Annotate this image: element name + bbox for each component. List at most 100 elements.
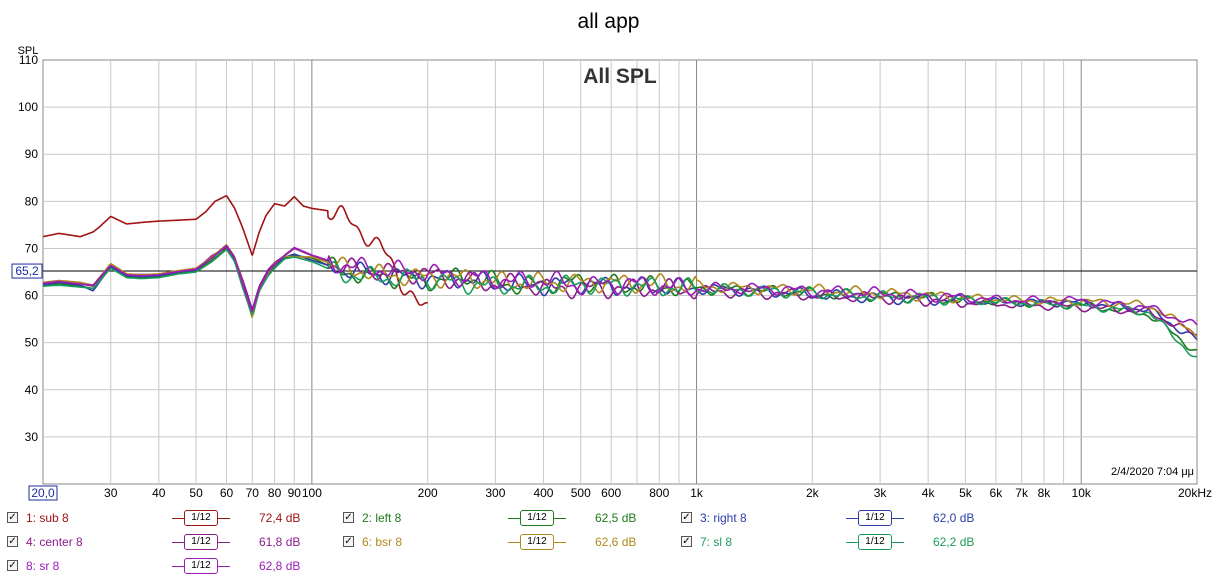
x-tick-label: 6k bbox=[990, 486, 1004, 500]
timestamp: 2/4/2020 7:04 μμ bbox=[1111, 466, 1194, 478]
x-tick-label: 30 bbox=[104, 486, 118, 500]
legend-checkbox[interactable]: ✓ bbox=[7, 560, 18, 571]
grid bbox=[43, 60, 1197, 484]
y-tick-label: 80 bbox=[25, 194, 39, 208]
legend-series-name: 8: sr 8 bbox=[26, 559, 60, 573]
x-tick-label: 200 bbox=[418, 486, 438, 500]
legend-line-swatch bbox=[892, 518, 904, 519]
legend-smoothing-label: 1/12 bbox=[520, 510, 554, 526]
y-tick-label: 90 bbox=[25, 147, 39, 161]
legend: ✓ 1: sub 8 1/12 72,4 dB ✓ 2: left 8 1/12 62,5 d… bbox=[0, 508, 1217, 580]
legend-line-swatch bbox=[892, 542, 904, 543]
x-tick-label: 600 bbox=[601, 486, 621, 500]
plot-area[interactable] bbox=[42, 59, 1198, 485]
x-tick-label: 70 bbox=[246, 486, 260, 500]
legend-smoothing-button[interactable]: 1/12 bbox=[172, 510, 232, 526]
legend-smoothing-label: 1/12 bbox=[184, 534, 218, 550]
legend-level-value: 62,5 dB bbox=[595, 511, 637, 525]
legend-checkbox[interactable]: ✓ bbox=[7, 512, 18, 523]
series-line bbox=[42, 245, 1198, 326]
legend-series-name: 7: sl 8 bbox=[700, 535, 733, 549]
legend-level-value: 61,8 dB bbox=[259, 535, 301, 549]
legend-line-swatch bbox=[508, 542, 520, 543]
y-tick-label: 30 bbox=[25, 430, 39, 444]
legend-item[interactable]: ✓ 3: right 8 1/12 62,0 dB bbox=[681, 510, 1001, 528]
legend-line-swatch bbox=[172, 518, 184, 519]
legend-level-value: 62,8 dB bbox=[259, 559, 301, 573]
x-tick-label: 1k bbox=[690, 486, 704, 500]
x-tick-label: 500 bbox=[571, 486, 591, 500]
x-tick-label: 60 bbox=[220, 486, 234, 500]
x-tick-label: 20,0 bbox=[31, 486, 55, 500]
legend-smoothing-label: 1/12 bbox=[520, 534, 554, 550]
legend-series-name: 4: center 8 bbox=[26, 535, 83, 549]
legend-line-swatch bbox=[508, 518, 520, 519]
x-tick-label: 90 bbox=[288, 486, 302, 500]
legend-smoothing-label: 1/12 bbox=[184, 510, 218, 526]
legend-item[interactable]: ✓ 8: sr 8 1/12 62,8 dB bbox=[7, 558, 327, 576]
series-line bbox=[42, 195, 429, 306]
x-tick-label: 400 bbox=[533, 486, 553, 500]
y-tick-label: 100 bbox=[18, 100, 38, 114]
legend-line-swatch bbox=[172, 566, 184, 567]
series-lines bbox=[42, 195, 1198, 358]
legend-item[interactable]: ✓ 2: left 8 1/12 62,5 dB bbox=[343, 510, 663, 528]
x-tick-label: 4k bbox=[922, 486, 936, 500]
series-line bbox=[43, 248, 1198, 358]
x-tick-label: 300 bbox=[485, 486, 505, 500]
legend-series-name: 2: left 8 bbox=[362, 511, 402, 525]
x-tick-label: 7k bbox=[1015, 486, 1029, 500]
y-tick-label: 50 bbox=[25, 336, 39, 350]
legend-smoothing-button[interactable]: 1/12 bbox=[172, 558, 232, 574]
legend-level-value: 62,0 dB bbox=[933, 511, 975, 525]
x-tick-label: 80 bbox=[268, 486, 282, 500]
legend-level-value: 62,6 dB bbox=[595, 535, 637, 549]
legend-line-swatch bbox=[846, 518, 858, 519]
legend-smoothing-button[interactable]: 1/12 bbox=[846, 510, 906, 526]
legend-line-swatch bbox=[554, 518, 566, 519]
x-tick-label: 800 bbox=[649, 486, 669, 500]
x-start-box[interactable] bbox=[28, 485, 58, 501]
x-tick-label: 20kHz bbox=[1178, 486, 1212, 500]
legend-series-name: 6: bsr 8 bbox=[362, 535, 403, 549]
legend-smoothing-button[interactable]: 1/12 bbox=[172, 534, 232, 550]
legend-checkbox[interactable]: ✓ bbox=[681, 512, 692, 523]
x-tick-label: 5k bbox=[959, 486, 973, 500]
x-tick-label: 100 bbox=[302, 486, 322, 500]
y-axis-label: SPL bbox=[18, 45, 39, 57]
legend-series-name: 3: right 8 bbox=[700, 511, 747, 525]
legend-item[interactable]: ✓ 6: bsr 8 1/12 62,6 dB bbox=[343, 534, 663, 552]
legend-smoothing-label: 1/12 bbox=[858, 534, 892, 550]
legend-smoothing-button[interactable]: 1/12 bbox=[508, 510, 568, 526]
x-tick-label: 40 bbox=[152, 486, 166, 500]
legend-smoothing-button[interactable]: 1/12 bbox=[846, 534, 906, 550]
reference-value-box[interactable] bbox=[11, 263, 43, 279]
chart-title: All SPL bbox=[583, 65, 657, 88]
legend-smoothing-button[interactable]: 1/12 bbox=[508, 534, 568, 550]
legend-smoothing-label: 1/12 bbox=[184, 558, 218, 574]
x-tick-label: 8k bbox=[1038, 486, 1052, 500]
legend-level-value: 62,2 dB bbox=[933, 535, 975, 549]
legend-line-swatch bbox=[218, 518, 230, 519]
y-tick-label: 40 bbox=[25, 383, 39, 397]
legend-line-swatch bbox=[172, 542, 184, 543]
y-tick-label: 70 bbox=[25, 241, 39, 255]
x-tick-label: 10k bbox=[1072, 486, 1092, 500]
legend-item[interactable]: ✓ 4: center 8 1/12 61,8 dB bbox=[7, 534, 327, 552]
y-tick-label: 60 bbox=[25, 289, 39, 303]
legend-line-swatch bbox=[218, 566, 230, 567]
window-title: all app bbox=[577, 10, 640, 33]
legend-line-swatch bbox=[846, 542, 858, 543]
legend-level-value: 72,4 dB bbox=[259, 511, 301, 525]
legend-line-swatch bbox=[218, 542, 230, 543]
legend-checkbox[interactable]: ✓ bbox=[343, 512, 354, 523]
reference-value-label: 65,2 bbox=[15, 264, 39, 278]
legend-smoothing-label: 1/12 bbox=[858, 510, 892, 526]
legend-checkbox[interactable]: ✓ bbox=[681, 536, 692, 547]
legend-checkbox[interactable]: ✓ bbox=[343, 536, 354, 547]
x-tick-label: 2k bbox=[806, 486, 820, 500]
legend-checkbox[interactable]: ✓ bbox=[7, 536, 18, 547]
legend-item[interactable]: ✓ 7: sl 8 1/12 62,2 dB bbox=[681, 534, 1001, 552]
legend-item[interactable]: ✓ 1: sub 8 1/12 72,4 dB bbox=[7, 510, 327, 528]
